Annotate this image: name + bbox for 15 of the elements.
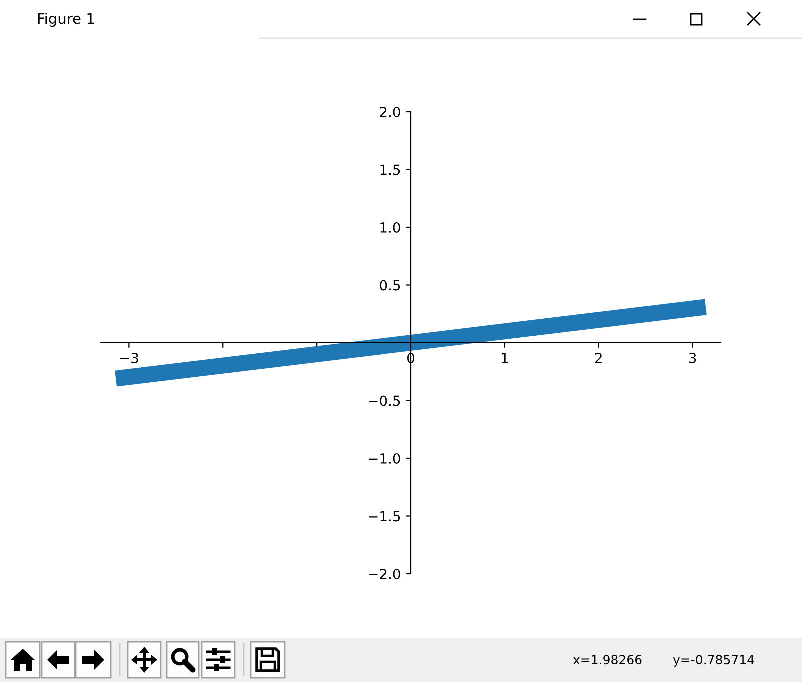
y-tick-label: −1.0 [369, 453, 400, 464]
chart-title: Figure 1 [38, 12, 94, 28]
y-tick-label: 2.0 [380, 106, 400, 118]
x-tick-label: 2 [595, 352, 602, 364]
text: x=1.98266 [573, 655, 642, 665]
y-tick-label: 0.5 [380, 280, 400, 291]
y-tick-label: −0.5 [369, 396, 400, 406]
x-tick-label: −3 [120, 352, 138, 364]
y-tick-label: −2.0 [369, 568, 400, 580]
y-tick-label: 1.5 [380, 164, 400, 176]
y-tick-label: −1.5 [369, 511, 400, 522]
y-tick-label: 1.0 [380, 222, 400, 233]
text: y=-0.785714 [673, 655, 754, 668]
x-tick-label: 3 [689, 352, 696, 364]
x-tick-label: 1 [502, 353, 508, 364]
